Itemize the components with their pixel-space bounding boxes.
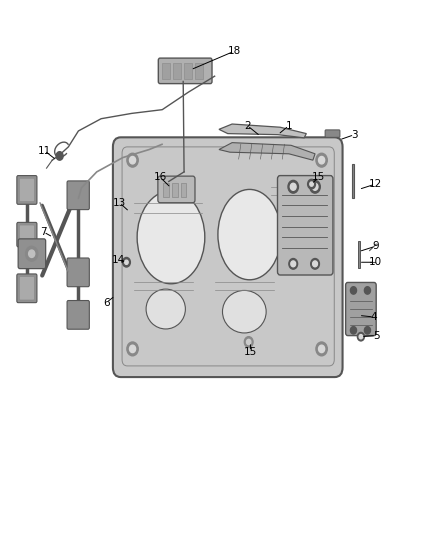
Circle shape <box>291 261 296 266</box>
FancyBboxPatch shape <box>17 274 37 303</box>
Text: 6: 6 <box>103 297 110 308</box>
Bar <box>162 63 170 79</box>
Circle shape <box>312 183 318 190</box>
Circle shape <box>290 183 296 190</box>
Circle shape <box>56 152 63 160</box>
FancyBboxPatch shape <box>19 225 34 244</box>
Circle shape <box>357 333 364 341</box>
Circle shape <box>125 260 128 264</box>
Text: 16: 16 <box>153 172 167 182</box>
Circle shape <box>316 154 327 167</box>
Circle shape <box>364 287 371 294</box>
Text: 14: 14 <box>112 255 125 265</box>
Circle shape <box>318 345 325 353</box>
Circle shape <box>311 259 319 269</box>
Circle shape <box>307 179 315 189</box>
Bar <box>184 63 192 79</box>
Circle shape <box>247 340 251 345</box>
Text: 15: 15 <box>244 346 257 357</box>
Text: 18: 18 <box>228 46 241 56</box>
FancyBboxPatch shape <box>67 258 89 287</box>
Text: 10: 10 <box>369 257 382 267</box>
Circle shape <box>350 327 357 334</box>
Text: 7: 7 <box>40 227 47 237</box>
Circle shape <box>28 250 35 257</box>
Text: 4: 4 <box>371 312 377 322</box>
Ellipse shape <box>223 290 266 333</box>
Bar <box>195 63 203 79</box>
Circle shape <box>130 157 136 164</box>
Text: 13: 13 <box>113 198 126 208</box>
FancyBboxPatch shape <box>325 130 340 138</box>
FancyBboxPatch shape <box>346 282 376 336</box>
Circle shape <box>350 287 357 294</box>
Polygon shape <box>219 124 306 138</box>
Text: 5: 5 <box>373 330 379 341</box>
Bar <box>173 63 181 79</box>
Circle shape <box>364 327 371 334</box>
Bar <box>352 164 354 198</box>
FancyBboxPatch shape <box>158 176 195 203</box>
Text: 3: 3 <box>351 130 358 140</box>
Circle shape <box>289 259 297 269</box>
FancyBboxPatch shape <box>19 178 34 201</box>
Circle shape <box>25 246 38 261</box>
Circle shape <box>310 182 313 186</box>
Bar <box>180 183 186 197</box>
Circle shape <box>127 154 138 167</box>
FancyBboxPatch shape <box>17 222 37 247</box>
Ellipse shape <box>218 189 281 280</box>
Circle shape <box>127 342 138 356</box>
FancyBboxPatch shape <box>67 181 89 209</box>
Text: 12: 12 <box>369 179 382 189</box>
Bar <box>358 241 360 268</box>
FancyBboxPatch shape <box>67 301 89 329</box>
Circle shape <box>244 337 253 348</box>
Circle shape <box>130 345 136 353</box>
Circle shape <box>316 342 327 356</box>
FancyBboxPatch shape <box>278 175 333 275</box>
FancyBboxPatch shape <box>17 175 37 204</box>
Circle shape <box>310 180 320 193</box>
Text: 1: 1 <box>286 120 292 131</box>
Text: 11: 11 <box>38 146 51 156</box>
FancyBboxPatch shape <box>18 239 46 269</box>
Bar <box>163 183 169 197</box>
Circle shape <box>359 335 363 339</box>
Text: 9: 9 <box>372 241 378 251</box>
Text: 2: 2 <box>244 120 251 131</box>
FancyBboxPatch shape <box>113 138 343 377</box>
Circle shape <box>313 261 318 266</box>
Circle shape <box>123 257 131 267</box>
Bar <box>172 183 177 197</box>
Ellipse shape <box>146 289 185 329</box>
FancyBboxPatch shape <box>158 58 212 84</box>
Circle shape <box>288 180 298 193</box>
Circle shape <box>318 157 325 164</box>
Text: 15: 15 <box>312 172 325 182</box>
Ellipse shape <box>137 191 205 284</box>
FancyBboxPatch shape <box>19 277 34 300</box>
Polygon shape <box>219 143 315 160</box>
